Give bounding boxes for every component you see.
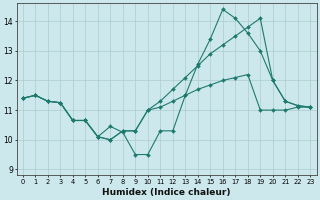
X-axis label: Humidex (Indice chaleur): Humidex (Indice chaleur) <box>102 188 231 197</box>
